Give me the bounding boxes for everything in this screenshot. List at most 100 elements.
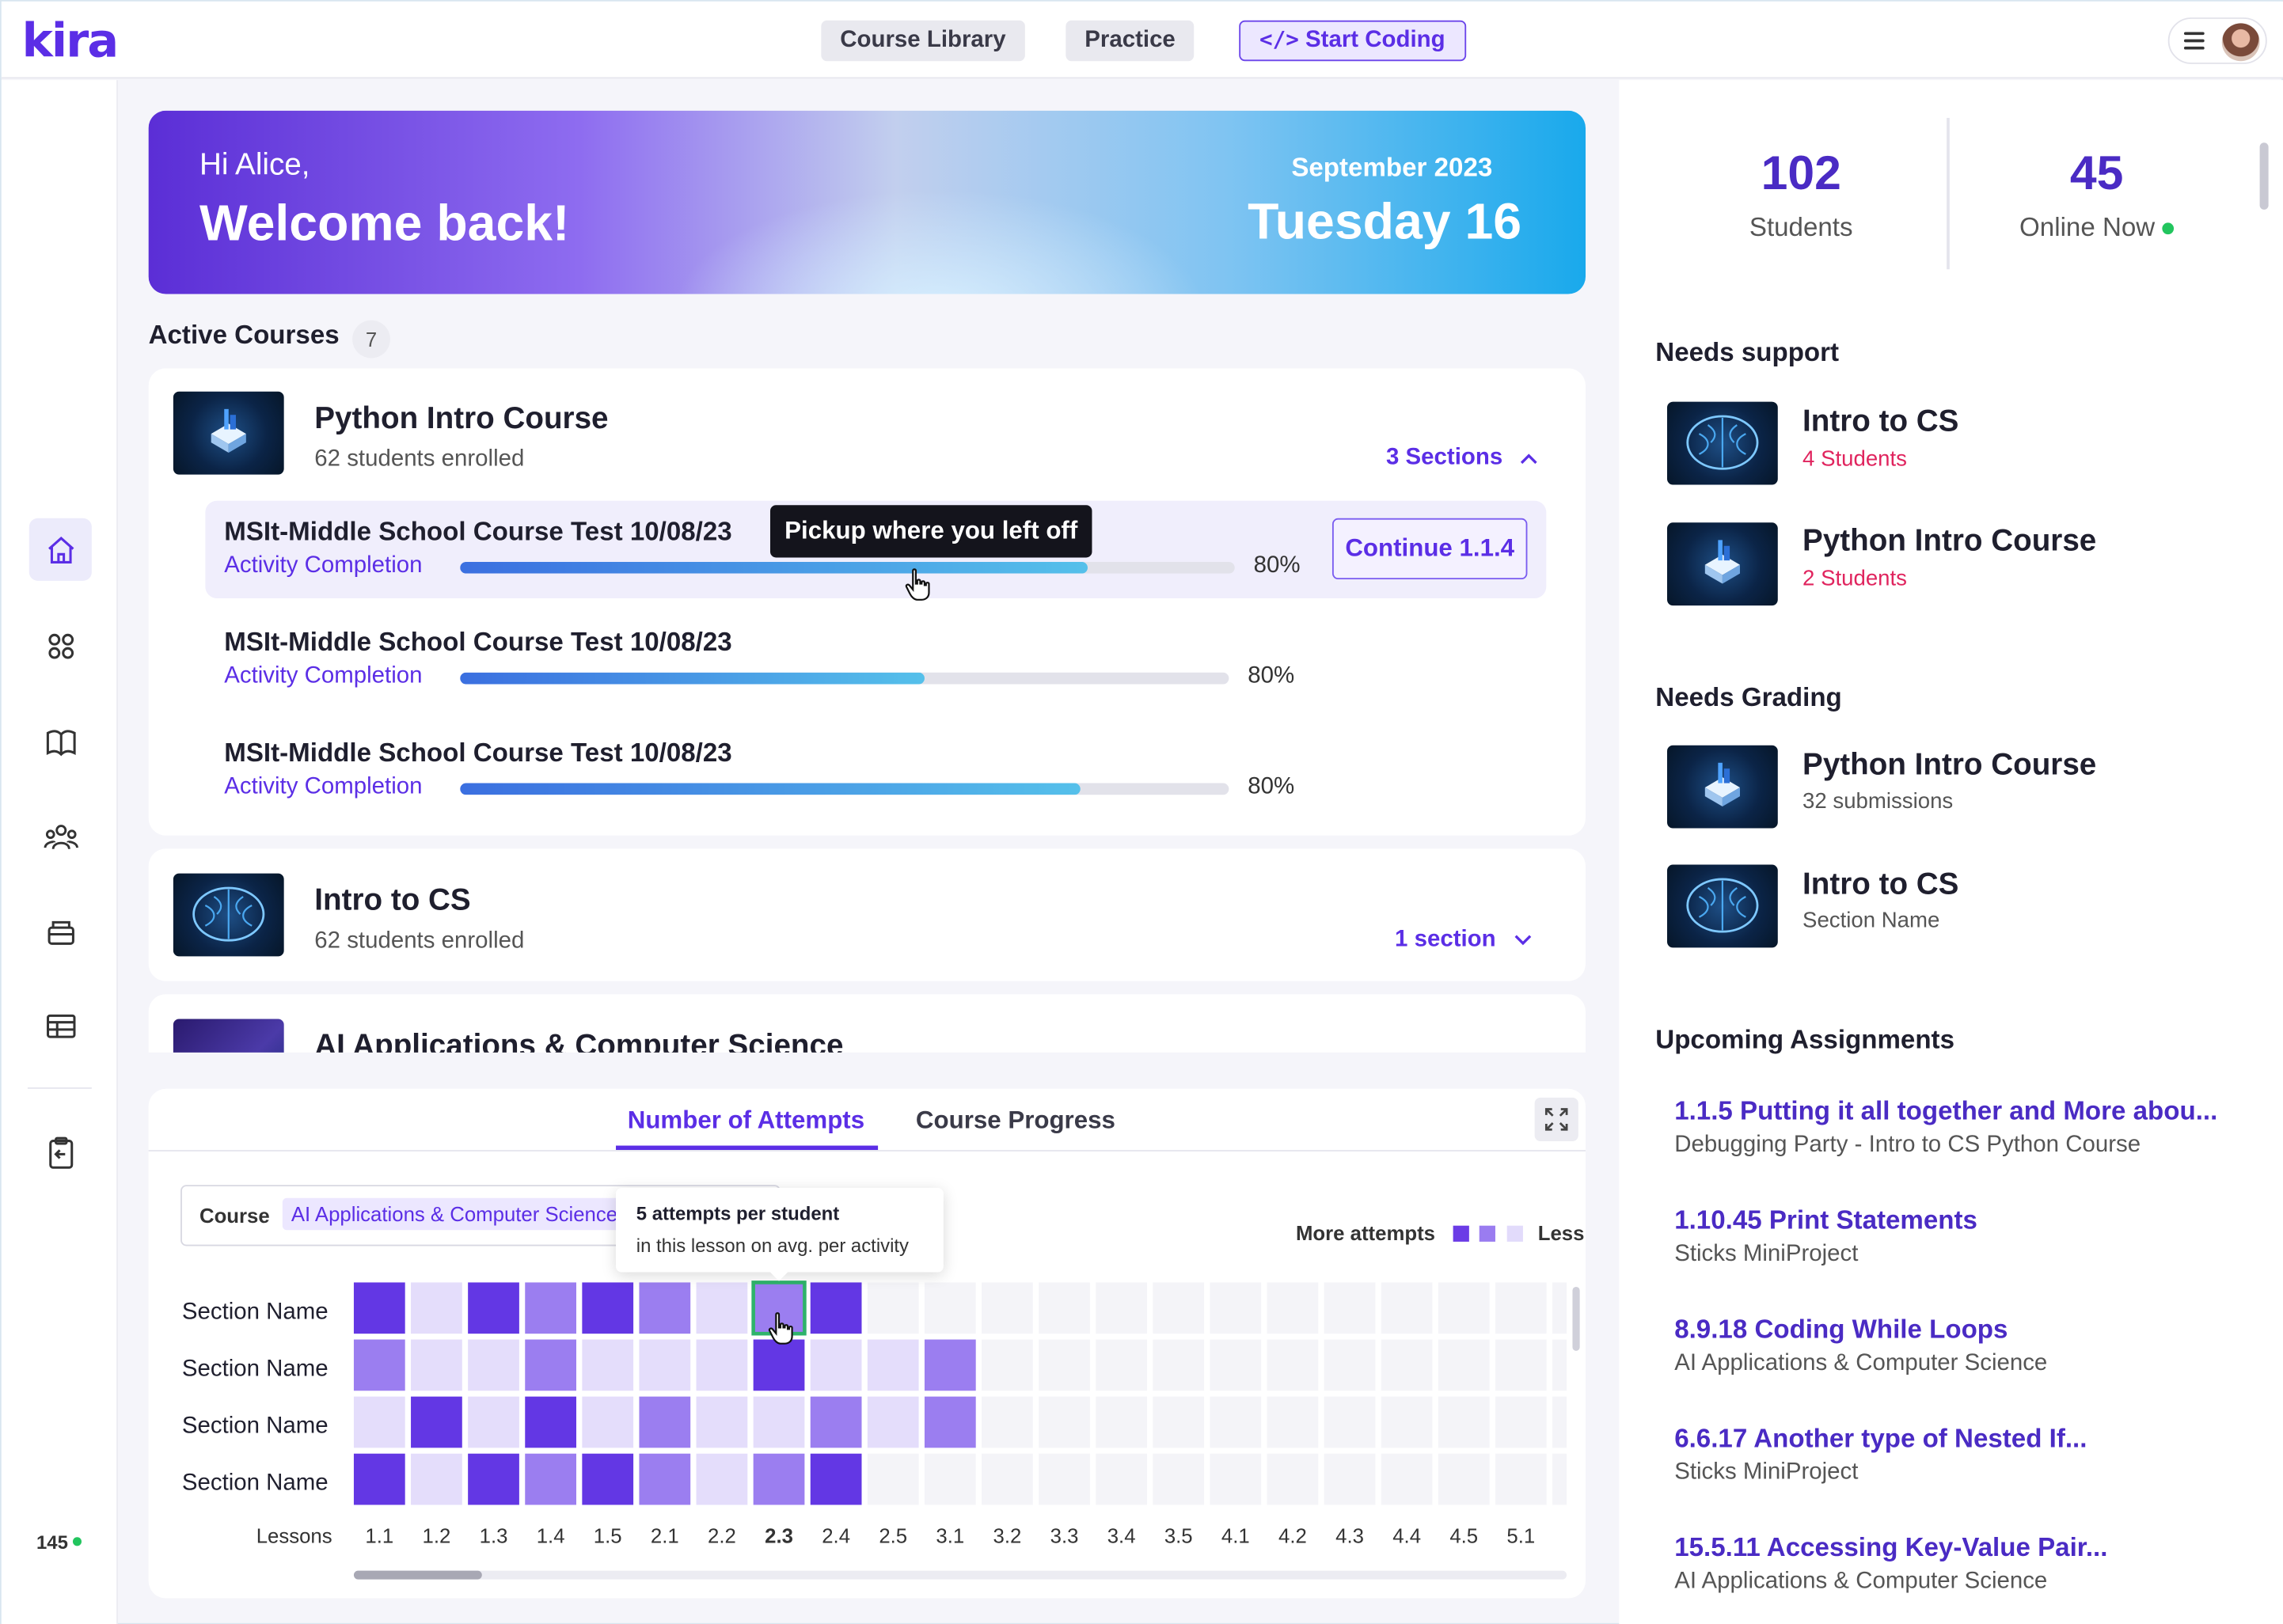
heatmap-cell[interactable] <box>1210 1282 1262 1334</box>
heatmap-cell[interactable] <box>582 1339 634 1391</box>
heatmap-cell[interactable] <box>468 1282 519 1334</box>
heatmap-cell[interactable] <box>696 1339 748 1391</box>
heatmap-cell[interactable] <box>982 1453 1033 1505</box>
course-name[interactable]: AI Applications & Computer Science <box>314 1029 844 1053</box>
heatmap-cell[interactable] <box>810 1396 862 1448</box>
heatmap-cell[interactable] <box>525 1396 576 1448</box>
heatmap-cell[interactable] <box>810 1339 862 1391</box>
tab-course-progress[interactable]: Course Progress <box>915 1106 1115 1134</box>
heatmap-cell[interactable] <box>924 1339 976 1391</box>
heatmap-cell[interactable] <box>753 1339 805 1391</box>
heatmap-cell[interactable] <box>1381 1339 1433 1391</box>
heatmap-cell[interactable] <box>982 1339 1033 1391</box>
heatmap-cell[interactable] <box>411 1453 462 1505</box>
heatmap-cell[interactable] <box>353 1282 405 1334</box>
heatmap-cell[interactable] <box>1153 1396 1205 1448</box>
support-course-name[interactable]: Python Intro Course <box>1802 524 2097 558</box>
sections-toggle[interactable]: 1 section <box>1395 928 1532 954</box>
heatmap-cell[interactable] <box>1552 1453 1586 1505</box>
heatmap-cell[interactable] <box>525 1453 576 1505</box>
heatmap-cell[interactable] <box>1153 1282 1205 1334</box>
course-name[interactable]: Python Intro Course <box>314 401 609 435</box>
heatmap-cell[interactable] <box>582 1453 634 1505</box>
heatmap-cell[interactable] <box>924 1453 976 1505</box>
heatmap-cell[interactable] <box>982 1282 1033 1334</box>
home-icon[interactable] <box>28 518 92 581</box>
heatmap-cell[interactable] <box>1438 1453 1490 1505</box>
course-library-button[interactable]: Course Library <box>821 20 1025 62</box>
heatmap-cell[interactable] <box>1381 1282 1433 1334</box>
heatmap-cell[interactable] <box>1039 1339 1090 1391</box>
heatmap-cell[interactable] <box>639 1453 691 1505</box>
heatmap-cell[interactable] <box>1438 1396 1490 1448</box>
support-course-name[interactable]: Intro to CS <box>1802 404 1959 438</box>
assignment-title[interactable]: 6.6.17 Another type of Nested If... <box>1674 1423 2087 1453</box>
heatmap-cell[interactable] <box>1153 1453 1205 1505</box>
heatmap-cell[interactable] <box>1324 1282 1376 1334</box>
heatmap-cell[interactable] <box>696 1396 748 1448</box>
heatmap-cell[interactable] <box>468 1396 519 1448</box>
heatmap-cell[interactable] <box>468 1339 519 1391</box>
heatmap-cell[interactable] <box>411 1282 462 1334</box>
heatmap-cell[interactable] <box>1381 1453 1433 1505</box>
heatmap-cell[interactable] <box>639 1339 691 1391</box>
heatmap-cell[interactable] <box>1552 1396 1586 1448</box>
heatmap-cell[interactable] <box>867 1339 919 1391</box>
kira-logo[interactable]: kira <box>21 13 120 69</box>
heatmap-cell[interactable] <box>582 1396 634 1448</box>
assignment-title[interactable]: 1.1.5 Putting it all together and More a… <box>1674 1095 2218 1125</box>
scroll-thumb[interactable] <box>353 1570 482 1580</box>
heatmap-cell[interactable] <box>1267 1396 1319 1448</box>
heatmap-cell[interactable] <box>582 1282 634 1334</box>
tab-number-of-attempts[interactable]: Number of Attempts <box>627 1106 865 1134</box>
heatmap-cell[interactable] <box>982 1396 1033 1448</box>
assignment-title[interactable]: 1.10.45 Print Statements <box>1674 1205 1977 1235</box>
heatmap-cell[interactable] <box>1210 1339 1262 1391</box>
heatmap-cell[interactable] <box>1324 1339 1376 1391</box>
heatmap-cell[interactable] <box>753 1396 805 1448</box>
heatmap-cell[interactable] <box>1096 1396 1148 1448</box>
heatmap-cell[interactable] <box>753 1453 805 1505</box>
heatmap-cell[interactable] <box>1438 1282 1490 1334</box>
heatmap-cell[interactable] <box>1153 1339 1205 1391</box>
expand-button[interactable] <box>1534 1097 1578 1142</box>
heatmap-cell[interactable] <box>411 1396 462 1448</box>
sections-toggle[interactable]: 3 Sections <box>1386 446 1538 472</box>
heatmap-cell[interactable] <box>1495 1339 1547 1391</box>
heatmap-cell[interactable] <box>924 1282 976 1334</box>
assignment-title[interactable]: 15.5.11 Accessing Key-Value Pair... <box>1674 1532 2108 1562</box>
section-row-title[interactable]: MSIt-Middle School Course Test 10/08/23 <box>224 738 732 768</box>
heatmap-cell[interactable] <box>1096 1453 1148 1505</box>
heatmap-cell[interactable] <box>411 1339 462 1391</box>
section-row-title[interactable]: MSIt-Middle School Course Test 10/08/23 <box>224 627 732 657</box>
heatmap-cell[interactable] <box>525 1282 576 1334</box>
heatmap-cell[interactable] <box>924 1396 976 1448</box>
heatmap-cell[interactable] <box>810 1453 862 1505</box>
user-menu[interactable] <box>2167 17 2267 64</box>
heatmap-cell[interactable] <box>867 1453 919 1505</box>
course-name[interactable]: Intro to CS <box>314 883 471 917</box>
book-icon[interactable] <box>29 711 92 773</box>
heatmap-cell[interactable] <box>1210 1453 1262 1505</box>
heatmap-cell[interactable] <box>525 1339 576 1391</box>
continue-button[interactable]: Continue 1.1.4 <box>1331 518 1528 580</box>
heatmap-cell[interactable] <box>1096 1339 1148 1391</box>
clipboard-icon[interactable] <box>29 1121 92 1183</box>
heatmap-cell[interactable] <box>867 1282 919 1334</box>
heatmap-cell[interactable] <box>1210 1396 1262 1448</box>
heatmap-cell[interactable] <box>639 1282 691 1334</box>
heatmap-cell[interactable] <box>468 1453 519 1505</box>
heatmap-cell[interactable] <box>696 1453 748 1505</box>
heatmap-cell[interactable] <box>1381 1396 1433 1448</box>
heatmap-cell[interactable] <box>696 1282 748 1334</box>
heatmap-cell[interactable] <box>1267 1282 1319 1334</box>
heatmap-cell[interactable] <box>1324 1453 1376 1505</box>
heatmap-cell[interactable] <box>1495 1453 1547 1505</box>
heatmap-cell[interactable] <box>867 1396 919 1448</box>
table-icon[interactable] <box>29 994 92 1057</box>
heatmap-cell[interactable] <box>1039 1282 1090 1334</box>
heatmap-cell[interactable] <box>353 1396 405 1448</box>
people-icon[interactable] <box>29 805 92 867</box>
heatmap-vertical-scrollbar[interactable] <box>1572 1286 1580 1351</box>
heatmap-cell[interactable] <box>1495 1282 1547 1334</box>
